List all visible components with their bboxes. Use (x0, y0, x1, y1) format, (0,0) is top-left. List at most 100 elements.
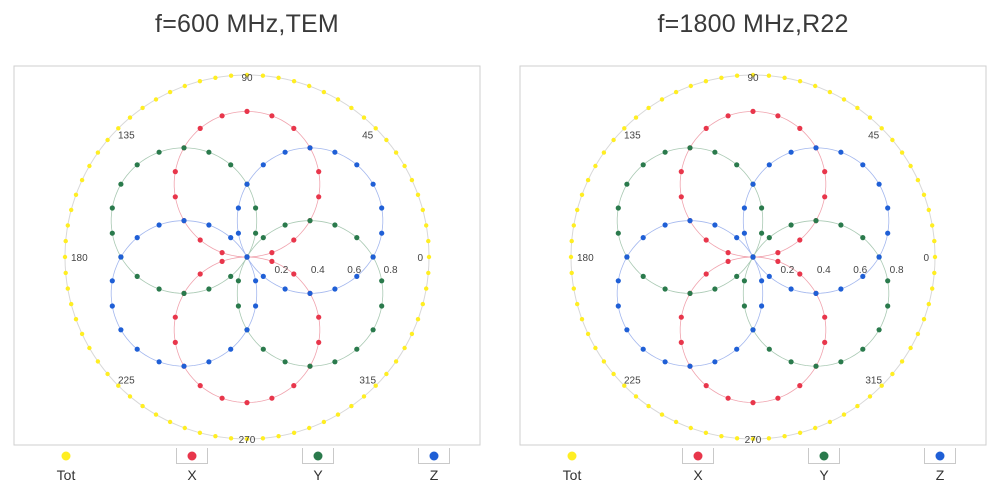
legend-item-y[interactable]: Y (288, 448, 348, 483)
data-point-tot (153, 97, 159, 102)
data-point-tot (673, 89, 679, 95)
data-point-z (206, 222, 212, 228)
data-point-z (181, 363, 187, 369)
data-point-x (316, 194, 322, 200)
legend-item-z[interactable]: Z (404, 448, 464, 483)
data-point-x (678, 339, 684, 345)
angular-tick-label: 90 (241, 73, 253, 84)
data-point-y (741, 278, 747, 284)
legend-item-x[interactable]: X (162, 448, 222, 483)
data-point-tot (601, 359, 607, 364)
data-point-x (197, 125, 203, 131)
data-point-z (282, 149, 288, 155)
data-point-z (750, 181, 756, 187)
data-point-y (134, 273, 140, 279)
legend-item-y[interactable]: Y (794, 448, 854, 483)
legend-label: Z (429, 467, 439, 483)
data-point-x (291, 237, 297, 243)
data-point-y (860, 235, 866, 241)
data-point-y (885, 303, 891, 309)
data-point-y (379, 303, 385, 309)
data-point-x (316, 339, 322, 345)
y-marker-icon (819, 451, 829, 460)
data-point-tot (276, 434, 281, 439)
data-point-z (885, 230, 891, 236)
data-point-y (860, 346, 866, 352)
data-point-x (750, 400, 756, 406)
legend-item-x[interactable]: X (668, 448, 728, 483)
data-point-y (253, 205, 259, 211)
angular-tick-label: 45 (868, 130, 880, 141)
angular-tick-label: 45 (362, 130, 374, 141)
data-point-z (370, 254, 376, 260)
data-point-y (788, 359, 794, 365)
data-point-y (282, 359, 288, 365)
data-point-x (219, 250, 225, 256)
data-point-tot (688, 83, 693, 89)
legend-item-tot[interactable]: Tot (36, 448, 96, 483)
data-point-tot (659, 97, 665, 102)
data-point-tot (197, 430, 203, 435)
radial-tick-label: 0.8 (890, 265, 904, 276)
data-point-y (253, 230, 259, 236)
data-point-y (134, 162, 140, 168)
data-point-y (662, 286, 668, 292)
data-point-x (678, 169, 684, 175)
data-point-tot (915, 331, 921, 337)
data-point-z (734, 346, 740, 352)
data-point-tot (593, 345, 598, 351)
data-point-y (206, 286, 212, 292)
data-point-tot (915, 177, 921, 183)
data-point-z (109, 303, 115, 309)
data-point-tot (228, 436, 234, 441)
data-point-tot (734, 436, 740, 441)
legend-item-z[interactable]: Z (910, 448, 970, 483)
data-point-tot (569, 270, 574, 276)
legend: Tot X Y Z (518, 448, 988, 486)
radial-tick-label: 0.4 (311, 265, 325, 276)
data-point-tot (734, 73, 740, 78)
data-point-z (244, 327, 250, 333)
data-point-tot (622, 383, 627, 388)
data-point-z (156, 222, 162, 228)
data-point-x (678, 314, 684, 320)
data-point-z (379, 205, 385, 211)
data-point-z (134, 346, 140, 352)
data-point-tot (373, 126, 378, 131)
data-point-tot (95, 359, 101, 364)
tot-marker-icon (61, 451, 71, 461)
data-point-tot (813, 83, 818, 89)
legend-label: Tot (56, 467, 76, 483)
data-point-x (775, 250, 781, 256)
data-point-z (332, 149, 338, 155)
data-point-x (775, 113, 781, 119)
legend-label: Y (819, 467, 829, 483)
data-point-tot (782, 75, 787, 80)
data-point-tot (65, 223, 70, 228)
polar-chart-panel-1800mhz: f=1800 MHz,R22 0 45 90 135 180 225 270 315 0.2 0.… (518, 0, 988, 488)
plot-frame (13, 65, 481, 446)
data-point-tot (426, 270, 431, 276)
data-point-y (640, 162, 646, 168)
data-point-z (885, 205, 891, 211)
angular-tick-label: 225 (624, 376, 641, 387)
data-point-z (156, 359, 162, 365)
data-point-tot (921, 317, 927, 322)
data-point-z (759, 278, 765, 284)
data-point-y (759, 205, 765, 211)
data-point-z (134, 235, 140, 241)
data-point-tot (593, 163, 598, 169)
data-point-z (860, 273, 866, 279)
data-point-y (181, 145, 187, 151)
angular-tick-label: 315 (865, 376, 882, 387)
data-point-tot (855, 105, 860, 111)
data-point-tot (87, 163, 92, 169)
data-point-z (244, 181, 250, 187)
data-point-tot (601, 150, 607, 155)
legend-item-tot[interactable]: Tot (542, 448, 602, 483)
data-point-tot (244, 436, 250, 442)
data-point-z (307, 145, 313, 151)
legend: Tot X Y Z (12, 448, 482, 486)
data-point-z (118, 327, 124, 333)
legend-swatch-tot (51, 448, 81, 464)
